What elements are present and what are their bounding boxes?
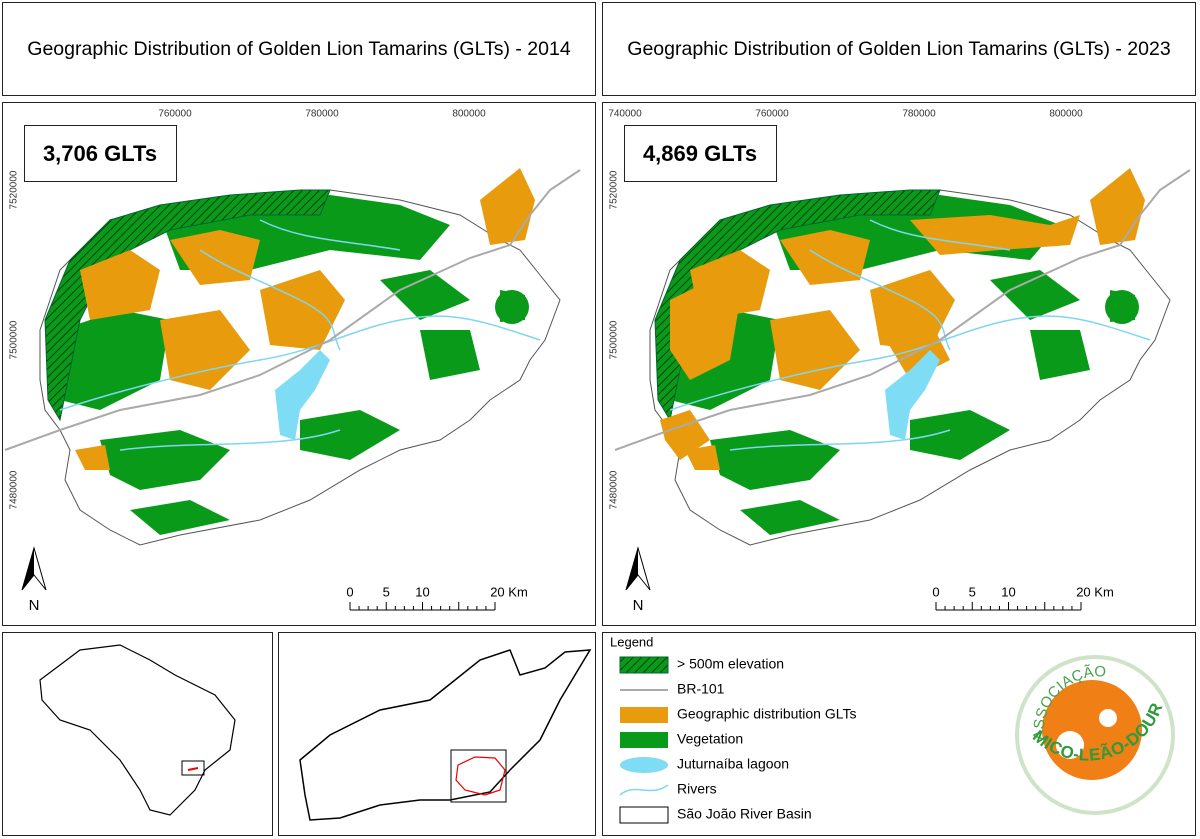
y-coordinate: 7480000 [609,470,620,509]
glt-distribution [685,445,720,470]
river [809,249,951,351]
inset-highlight [450,749,507,803]
vegetation [495,290,529,324]
x-coordinate: 800000 [1049,109,1083,120]
scale-label: 20 Km [490,584,528,599]
vegetation [420,330,480,380]
y-coordinate: 7500000 [9,320,20,359]
elevation-area [44,189,331,422]
x-coordinate: 780000 [305,109,339,120]
legend-swatch [619,806,669,824]
river [729,429,951,451]
scale-label: 10 [415,584,429,599]
north-arrow [22,548,34,590]
north-arrow [626,548,638,590]
glt-distribution [260,270,345,350]
map-title: Geographic Distribution of Golden Lion T… [27,38,571,60]
scale-label: 10 [1001,584,1015,599]
river [199,249,341,351]
legend-label: Geographic distribution GLTs [677,706,857,722]
glt-distribution [160,310,250,390]
scale-label: 0 [346,584,353,599]
y-coordinate: 7480000 [9,470,20,509]
legend-label: Juturnaíba lagoon [677,756,789,772]
inset-basin [455,756,506,796]
legend-swatch [620,732,668,748]
vegetation [740,500,840,535]
scale-label: 20 Km [1076,584,1114,599]
title-box [2,2,596,96]
y-coordinate: 7520000 [609,170,620,209]
glt-count: 3,706 GLTs [43,141,157,166]
river [869,219,1011,251]
x-coordinate: 800000 [452,109,486,120]
glt-distribution [660,410,710,460]
river [259,219,401,251]
vegetation [1030,330,1090,380]
inset-basin [187,767,199,771]
legend-label: Vegetation [677,731,743,747]
lagoon [275,350,330,440]
lagoon [885,350,940,440]
glt-distribution [770,310,860,390]
x-coordinate: 780000 [902,109,936,120]
vegetation [380,270,470,320]
legend-label: BR-101 [677,681,725,697]
legend-swatch [620,757,668,773]
legend-label: Rivers [677,781,717,797]
legend-label: > 500m elevation [677,656,784,672]
north-label: N [633,597,644,614]
scale-label: 5 [383,584,390,599]
brazil-outline [39,644,236,816]
river [119,429,341,451]
glt-distribution [480,168,535,245]
road [4,169,581,451]
x-coordinate: 740000 [608,109,642,120]
glt-distribution [80,250,160,320]
map-title: Geographic Distribution of Golden Lion T… [627,38,1170,60]
glt-distribution [910,215,1080,255]
glt-distribution [1090,168,1145,245]
legend-swatch [620,707,668,723]
scale-label: 0 [932,584,939,599]
legend-title: Legend [610,634,653,649]
glt-count: 4,869 GLTs [643,141,757,166]
legend-swatch [619,656,669,674]
logo-face [1099,709,1117,727]
vegetation [910,410,1010,460]
y-coordinate: 7500000 [609,320,620,359]
glt-distribution [670,280,740,380]
count-box [624,125,777,182]
legend-swatch [619,784,669,796]
state-outline [299,649,592,821]
vegetation [300,410,400,460]
north-label: N [29,597,40,614]
count-box [24,125,177,182]
y-coordinate: 7520000 [9,170,20,209]
vegetation [1105,290,1139,324]
title-box [602,2,1196,96]
x-coordinate: 760000 [158,109,192,120]
x-coordinate: 760000 [755,109,789,120]
elevation-area [654,189,941,422]
vegetation [990,270,1080,320]
glt-distribution [75,445,110,470]
logo-face [1056,731,1084,759]
inset-highlight [181,760,205,776]
logo-ring [1015,655,1175,815]
legend-label: São João River Basin [677,806,812,822]
vegetation [130,500,230,535]
scale-label: 5 [969,584,976,599]
road [614,169,1191,451]
